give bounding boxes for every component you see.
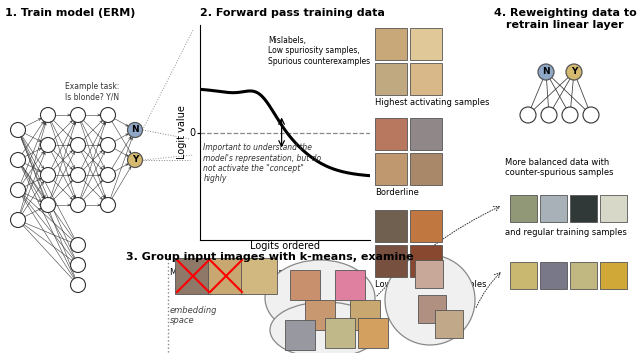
FancyBboxPatch shape — [540, 195, 567, 222]
FancyBboxPatch shape — [410, 118, 442, 150]
Ellipse shape — [385, 255, 475, 345]
FancyBboxPatch shape — [375, 63, 407, 95]
Circle shape — [70, 277, 86, 293]
Text: Mislabels,
Low spuriosity samples,
Spurious counterexamples: Mislabels, Low spuriosity samples, Spuri… — [268, 36, 370, 66]
FancyBboxPatch shape — [410, 245, 442, 277]
Text: 3. Group input images with k-means, examine: 3. Group input images with k-means, exam… — [126, 252, 414, 262]
Circle shape — [127, 152, 143, 168]
Text: Example task:
Is blonde? Y/N: Example task: Is blonde? Y/N — [65, 82, 120, 101]
Circle shape — [40, 108, 56, 122]
Text: N: N — [131, 126, 139, 134]
FancyBboxPatch shape — [350, 300, 380, 330]
FancyBboxPatch shape — [285, 320, 315, 350]
Text: More balanced data with
counter-spurious samples: More balanced data with counter-spurious… — [505, 158, 614, 178]
Text: Borderline: Borderline — [375, 188, 419, 197]
FancyBboxPatch shape — [570, 262, 597, 289]
Circle shape — [100, 168, 115, 183]
FancyBboxPatch shape — [435, 310, 463, 338]
Text: and regular training samples: and regular training samples — [505, 228, 627, 237]
FancyBboxPatch shape — [510, 262, 537, 289]
Circle shape — [70, 168, 86, 183]
Circle shape — [566, 64, 582, 80]
FancyBboxPatch shape — [290, 270, 320, 300]
FancyBboxPatch shape — [418, 295, 446, 323]
FancyBboxPatch shape — [305, 300, 335, 330]
FancyBboxPatch shape — [410, 28, 442, 60]
Circle shape — [40, 138, 56, 152]
X-axis label: Logits ordered: Logits ordered — [250, 241, 320, 251]
Text: Important to understand the
model's representation, but do
not activate the "con: Important to understand the model's repr… — [204, 143, 321, 184]
FancyBboxPatch shape — [600, 195, 627, 222]
FancyBboxPatch shape — [375, 28, 407, 60]
FancyBboxPatch shape — [175, 258, 211, 294]
Circle shape — [10, 213, 26, 227]
FancyBboxPatch shape — [410, 63, 442, 95]
FancyBboxPatch shape — [415, 260, 443, 288]
Circle shape — [70, 197, 86, 213]
FancyBboxPatch shape — [375, 118, 407, 150]
Text: 1. Train model (ERM): 1. Train model (ERM) — [5, 8, 136, 18]
FancyBboxPatch shape — [208, 258, 244, 294]
Circle shape — [100, 138, 115, 152]
Circle shape — [520, 107, 536, 123]
Circle shape — [40, 197, 56, 213]
Y-axis label: Logit value: Logit value — [177, 106, 187, 160]
Circle shape — [100, 108, 115, 122]
Text: N: N — [542, 67, 550, 77]
Text: Lowest activating samples: Lowest activating samples — [375, 280, 486, 289]
Text: Y: Y — [571, 67, 577, 77]
Ellipse shape — [270, 302, 380, 353]
Text: embedding
space: embedding space — [170, 306, 218, 325]
FancyBboxPatch shape — [600, 262, 627, 289]
Circle shape — [541, 107, 557, 123]
FancyBboxPatch shape — [375, 210, 407, 242]
Circle shape — [70, 238, 86, 252]
Circle shape — [10, 152, 26, 168]
FancyBboxPatch shape — [570, 195, 597, 222]
Circle shape — [100, 197, 115, 213]
Circle shape — [10, 183, 26, 197]
Circle shape — [538, 64, 554, 80]
FancyBboxPatch shape — [358, 318, 388, 348]
Circle shape — [562, 107, 578, 123]
FancyBboxPatch shape — [335, 270, 365, 300]
FancyBboxPatch shape — [325, 318, 355, 348]
Circle shape — [70, 108, 86, 122]
FancyBboxPatch shape — [410, 153, 442, 185]
Circle shape — [583, 107, 599, 123]
Circle shape — [127, 122, 143, 138]
Circle shape — [40, 168, 56, 183]
Ellipse shape — [265, 260, 375, 336]
Text: Y: Y — [132, 156, 138, 164]
Circle shape — [70, 257, 86, 273]
Text: 2. Forward pass training data: 2. Forward pass training data — [200, 8, 385, 18]
FancyBboxPatch shape — [410, 210, 442, 242]
Circle shape — [10, 122, 26, 138]
FancyBboxPatch shape — [241, 258, 277, 294]
FancyBboxPatch shape — [375, 245, 407, 277]
FancyBboxPatch shape — [540, 262, 567, 289]
FancyBboxPatch shape — [375, 153, 407, 185]
Text: Highest activating samples: Highest activating samples — [375, 98, 490, 107]
Circle shape — [70, 138, 86, 152]
Text: 4. Reweighting data to
retrain linear layer: 4. Reweighting data to retrain linear la… — [493, 8, 636, 30]
FancyBboxPatch shape — [510, 195, 537, 222]
Text: Mislabeled and ambiguous: Mislabeled and ambiguous — [170, 268, 283, 277]
